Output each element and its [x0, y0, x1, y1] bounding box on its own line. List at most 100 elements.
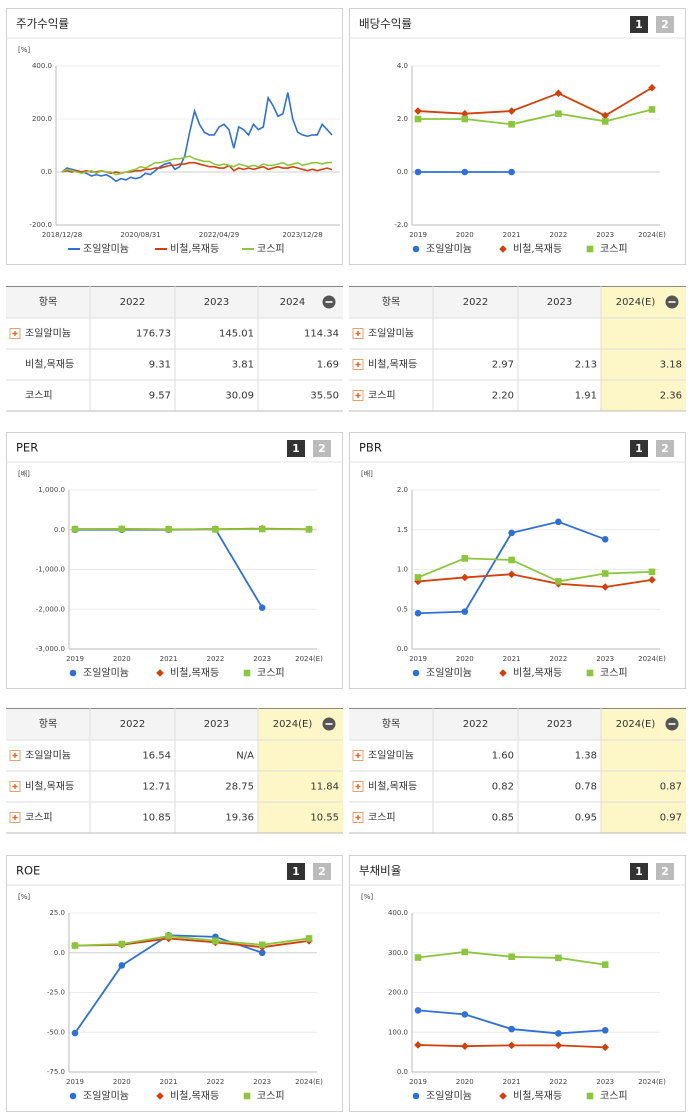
page-button[interactable] [287, 440, 305, 457]
cell-value: 1.91 [575, 391, 597, 402]
unit-label: [%] [18, 893, 30, 901]
chart-title: PBR [359, 441, 382, 455]
data-point [601, 111, 609, 120]
x-tick-label: 2018/12/28 [42, 231, 82, 239]
data-point [258, 525, 266, 533]
data-point [601, 961, 609, 968]
page-button-label[interactable]: 2 [661, 865, 669, 878]
y-tick-label: 0.0 [397, 645, 408, 653]
data-table: 항목 2022 2023 2024(E) 조일알미늄 1.60 1.38 비철,목재등 0.82… [349, 708, 686, 834]
row-name: 비철,목재등 [368, 359, 417, 371]
x-tick-label: 2023 [253, 1078, 271, 1086]
data-point [258, 941, 266, 949]
cell-value: 2.36 [660, 391, 682, 402]
page-button-label[interactable]: 2 [318, 865, 326, 878]
legend-marker [586, 1092, 594, 1100]
data-point [414, 115, 422, 123]
row-name: 코스피 [25, 812, 53, 824]
data-point [601, 118, 609, 125]
x-tick-label: 2023 [596, 655, 614, 663]
y-tick-label: 2.0 [397, 115, 408, 123]
y-tick-label: -75.0 [47, 1068, 65, 1076]
cell-value: 0.82 [492, 782, 514, 793]
page-button-label[interactable]: 1 [292, 442, 300, 455]
row-name: 비철,목재등 [25, 781, 74, 793]
page-button[interactable] [630, 16, 648, 33]
data-point [461, 573, 469, 582]
page-button[interactable] [630, 863, 648, 880]
data-point [71, 525, 79, 533]
y-tick-label: -2.0 [394, 221, 408, 229]
data-point [508, 953, 515, 961]
row-name: 코스피 [368, 812, 396, 824]
row-name: 조일알미늄 [25, 750, 71, 762]
legend-marker [412, 669, 420, 677]
cell-value: 0.97 [660, 813, 682, 824]
page-button[interactable] [313, 863, 331, 880]
data-point [461, 115, 469, 123]
data-point [554, 1041, 563, 1050]
chart-title: 주가수익률 [16, 17, 69, 31]
data-point [414, 954, 422, 961]
page-button[interactable] [313, 440, 331, 457]
cell-value: 1.38 [575, 751, 597, 762]
page-button[interactable] [656, 440, 674, 457]
legend-marker [243, 1092, 251, 1100]
data-point [212, 937, 219, 945]
page-button[interactable] [630, 440, 648, 457]
data-point [461, 168, 469, 176]
x-tick-label: 2020 [113, 1078, 131, 1086]
page-button-label[interactable]: 2 [318, 442, 326, 455]
page-button-label[interactable]: 1 [635, 442, 643, 455]
x-tick-label: 2022 [549, 231, 567, 239]
x-tick-label: 2020 [113, 655, 131, 663]
expand-icon [12, 815, 18, 820]
legend-label: 코스피 [600, 667, 628, 679]
data-point [508, 1025, 515, 1033]
series-line [417, 557, 653, 583]
legend-marker [499, 245, 507, 253]
cell-value: 10.85 [142, 813, 171, 824]
page-button[interactable] [656, 16, 674, 33]
legend-label: 비철,목재등 [170, 1090, 219, 1102]
data-point [555, 110, 562, 117]
data-point [461, 948, 469, 956]
cell-value: 2.13 [575, 360, 597, 371]
row-name: 조일알미늄 [368, 750, 414, 762]
page-button[interactable] [287, 863, 305, 880]
page-button-label[interactable]: 1 [292, 865, 300, 878]
legend-marker [156, 1092, 164, 1100]
page-button-label[interactable]: 2 [661, 442, 669, 455]
column-header: 항목 [39, 718, 57, 730]
page-button-label[interactable]: 2 [661, 18, 669, 31]
legend-marker [243, 669, 251, 677]
panel-frame [6, 432, 343, 689]
page-button-label[interactable]: 1 [635, 18, 643, 31]
chart-panel: PER 1 2 [배] -3,000.0 -2,000.0 -1,000.0 0.0 1,000… [6, 432, 343, 689]
x-tick-label: 2021 [160, 655, 178, 663]
column-header: 2023 [204, 719, 229, 730]
x-tick-label: 2019 [409, 1078, 427, 1086]
column-header: 2023 [204, 297, 229, 308]
y-tick-label: 4.0 [397, 62, 408, 70]
chart-title: 부채비율 [359, 864, 401, 878]
row-name: 조일알미늄 [25, 328, 71, 340]
y-tick-label: -3,000.0 [36, 645, 65, 653]
row-name: 비철,목재등 [368, 781, 417, 793]
chart-panel: PBR 1 2 [배] 0.0 0.5 1.0 1.5 2.0 2019 2020 2021 2022 2… [349, 432, 686, 689]
x-tick-label: 2023/12/28 [282, 231, 322, 239]
page-button-label[interactable]: 1 [635, 865, 643, 878]
x-tick-label: 2021 [160, 1078, 178, 1086]
x-tick-label: 2022/04/29 [199, 231, 239, 239]
data-point [555, 954, 562, 962]
page-button[interactable] [656, 863, 674, 880]
column-header: 2023 [547, 719, 572, 730]
column-header: 2022 [463, 297, 488, 308]
cell-value: 145.01 [219, 329, 254, 340]
data-point [461, 1011, 469, 1018]
data-point [118, 962, 126, 969]
x-tick-label: 2021 [503, 231, 521, 239]
data-point [601, 1026, 609, 1034]
legend-label: 코스피 [257, 667, 285, 679]
panel-frame [6, 8, 343, 265]
